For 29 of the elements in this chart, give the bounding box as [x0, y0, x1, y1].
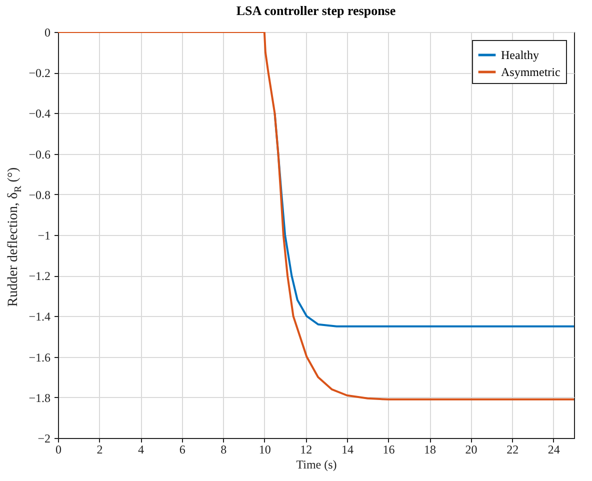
x-tick-label: 0 — [56, 442, 62, 456]
y-tick-label: −0.4 — [28, 106, 50, 121]
y-tick-label: −1.6 — [28, 350, 50, 364]
x-tick-label: 14 — [341, 442, 354, 456]
y-tick-label: −0.2 — [28, 66, 50, 80]
legend-label: Asymmetric — [501, 65, 560, 79]
x-tick-label: 18 — [424, 442, 436, 456]
y-tick-label: −0.8 — [28, 188, 50, 202]
y-tick-label: −0.6 — [28, 147, 50, 162]
x-tick-label: 20 — [465, 442, 478, 456]
chart-title: LSA controller step response — [236, 3, 396, 18]
y-tick-label: −1.4 — [28, 310, 50, 324]
y-tick-label: −1.2 — [28, 269, 50, 284]
x-tick-label: 12 — [300, 442, 312, 456]
y-tick-label: −1 — [38, 228, 50, 242]
x-tick-label: 10 — [258, 442, 271, 456]
x-tick-label: 22 — [506, 442, 519, 456]
line-series — [58, 32, 574, 400]
y-tick-label: 0 — [44, 26, 50, 40]
y-tick-label: −2 — [38, 432, 50, 446]
y-tick-label: −1.8 — [28, 390, 50, 405]
x-tick-label: 24 — [548, 442, 560, 456]
x-tick-label: 2 — [96, 442, 103, 456]
x-tick-label: 6 — [179, 442, 186, 456]
x-tick-label: 16 — [382, 442, 395, 456]
legend-label: Healthy — [501, 48, 539, 62]
x-tick-label: 8 — [220, 442, 227, 456]
x-tick-label: 4 — [138, 442, 144, 456]
x-axis-title: Time (s) — [296, 458, 337, 472]
